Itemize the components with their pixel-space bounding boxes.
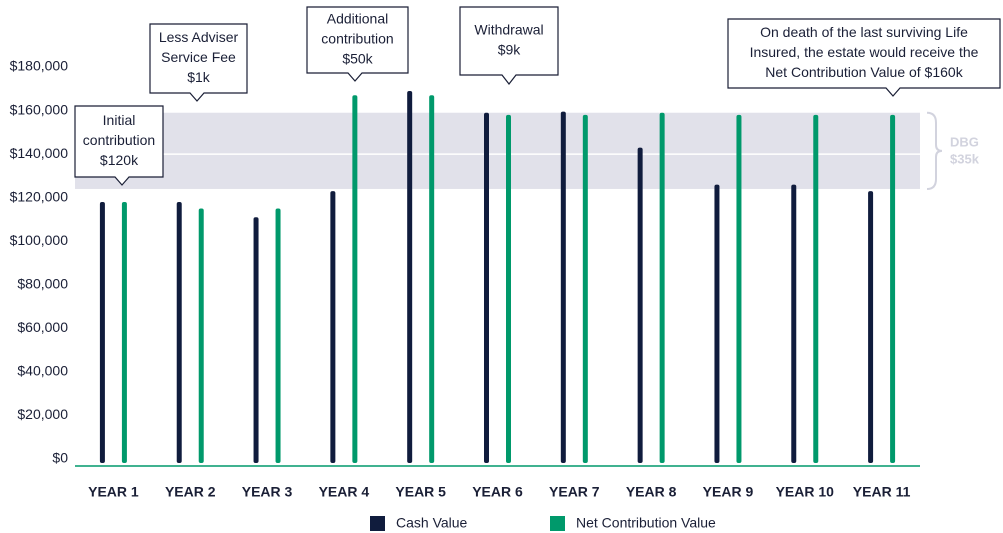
callout-text: Net Contribution Value of $160k <box>765 64 963 80</box>
bar <box>890 114 896 464</box>
x-tick-label: YEAR 3 <box>242 484 293 500</box>
x-tick-label: YEAR 1 <box>88 484 139 500</box>
bar <box>176 202 182 463</box>
callout-text: Initial <box>103 112 136 128</box>
bar <box>330 191 336 463</box>
callout-text: Withdrawal <box>474 22 543 38</box>
bar <box>659 112 665 463</box>
callout-text: $9k <box>498 42 522 58</box>
y-tick-label: $140,000 <box>10 145 69 161</box>
bar <box>582 114 588 464</box>
bar <box>813 114 819 464</box>
legend-label: Cash Value <box>396 515 468 531</box>
callout-box <box>74 105 164 186</box>
callout-text: $50k <box>342 51 373 67</box>
bar <box>560 111 566 464</box>
bar <box>352 95 358 464</box>
dbg-bracket <box>926 111 943 190</box>
callout-box <box>459 6 559 85</box>
callout-text: Insured, the estate would receive the <box>750 44 979 60</box>
legend-swatch <box>370 516 385 531</box>
y-tick-label: $100,000 <box>10 232 69 248</box>
callout-text: Service Fee <box>161 49 236 65</box>
bar <box>198 208 204 463</box>
bar <box>429 95 435 464</box>
dbg-label: $35k <box>950 151 980 166</box>
callout-text: Additional <box>327 11 389 27</box>
x-tick-label: YEAR 2 <box>165 484 216 500</box>
callout-text: Less Adviser <box>159 29 239 45</box>
bar <box>506 114 511 464</box>
x-tick-label: YEAR 10 <box>776 484 835 500</box>
x-tick-label: YEAR 11 <box>853 484 911 500</box>
bar <box>791 184 797 463</box>
y-tick-label: $40,000 <box>17 363 68 379</box>
callout-text: On death of the last surviving Life <box>760 24 968 40</box>
y-tick-label: $60,000 <box>17 319 68 335</box>
y-tick-label: $160,000 <box>10 101 69 117</box>
callout-box <box>727 18 1001 97</box>
y-tick-label: $180,000 <box>10 58 69 74</box>
x-tick-label: YEAR 7 <box>549 484 600 500</box>
bar <box>714 184 720 463</box>
x-tick-label: YEAR 8 <box>626 484 677 500</box>
y-tick-label: $80,000 <box>17 275 68 291</box>
bar <box>736 114 742 464</box>
bar <box>868 191 874 463</box>
callout-text: $120k <box>100 152 139 168</box>
x-tick-label: YEAR 4 <box>319 484 370 500</box>
callout-box <box>149 23 248 102</box>
bar <box>407 90 413 463</box>
x-tick-label: YEAR 6 <box>472 484 523 500</box>
bar <box>121 202 127 463</box>
bar <box>99 202 105 463</box>
x-tick-label: YEAR 9 <box>703 484 754 500</box>
callout-text: $1k <box>187 69 211 85</box>
legend-swatch <box>550 516 565 531</box>
y-tick-label: $20,000 <box>17 406 68 422</box>
bar <box>275 208 281 463</box>
callout-box <box>306 6 409 82</box>
y-tick-label: $120,000 <box>10 188 69 204</box>
y-tick-label: $0 <box>52 450 68 466</box>
callout-text: contribution <box>83 132 155 148</box>
x-tick-label: YEAR 5 <box>395 484 446 500</box>
bar <box>484 112 489 463</box>
bar <box>253 217 259 463</box>
dbg-label: DBG <box>950 134 979 149</box>
legend-label: Net Contribution Value <box>576 515 716 531</box>
dbg-band <box>75 112 920 189</box>
callout-text: contribution <box>321 31 393 47</box>
bar <box>637 147 643 464</box>
